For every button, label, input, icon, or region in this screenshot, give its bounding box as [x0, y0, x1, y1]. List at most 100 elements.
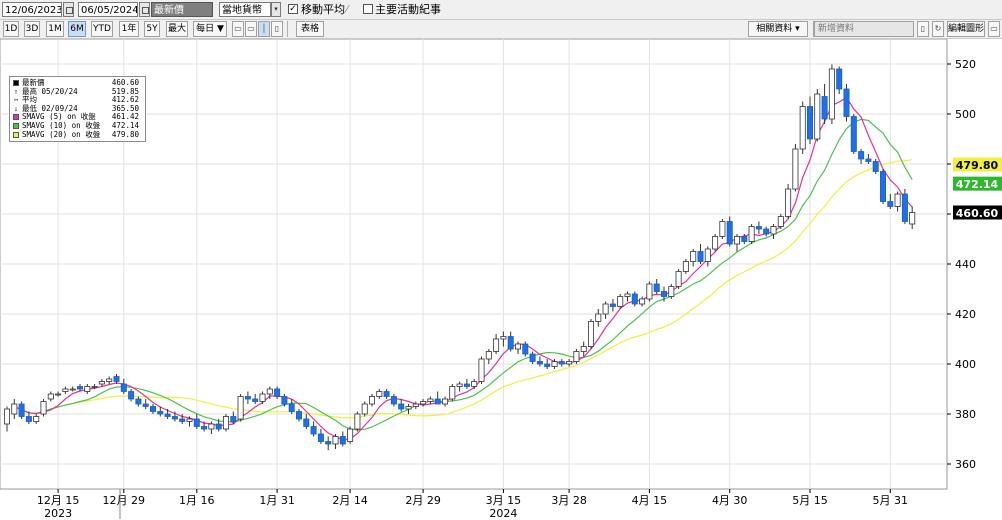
range-1m-button[interactable]: 1M: [46, 21, 64, 37]
down-candle: [317, 433, 324, 442]
field-select[interactable]: 最新價: [151, 2, 213, 17]
down-candle: [661, 291, 668, 297]
down-candle: [434, 398, 441, 405]
up-candle: [332, 436, 339, 445]
down-candle: [529, 353, 536, 362]
range-6m-button[interactable]: 6M: [68, 21, 86, 37]
down-candle: [463, 383, 470, 387]
end-calendar-icon[interactable]: [139, 2, 150, 17]
refresh-icon[interactable]: ↻: [932, 21, 944, 37]
axis-icon[interactable]: ▯: [271, 21, 283, 37]
up-candle: [712, 236, 719, 250]
add-data-field[interactable]: 新增資料: [814, 21, 914, 37]
up-candle: [47, 393, 54, 400]
x-tick-label: 1月 31: [259, 494, 295, 507]
up-candle: [62, 388, 69, 392]
legend-high: ↑ 最高 05/20/24 519.85: [13, 86, 139, 96]
y-tick-label: 440: [955, 258, 976, 271]
up-candle: [412, 403, 419, 407]
range-5y-button[interactable]: 5Y: [144, 21, 160, 37]
frequency-select[interactable]: 每日 ▼: [193, 21, 227, 37]
down-candle: [310, 426, 317, 435]
price-flag: [953, 176, 1002, 191]
up-candle: [551, 361, 558, 367]
up-candle: [91, 386, 98, 388]
up-candle: [704, 248, 711, 262]
up-candle: [84, 386, 91, 392]
table-button[interactable]: 表格: [296, 21, 324, 37]
moving-average-checkbox[interactable]: ✓: [288, 4, 298, 14]
down-candle: [77, 386, 84, 390]
range-max-button[interactable]: 最大: [166, 21, 188, 37]
down-candle: [887, 201, 894, 207]
up-candle: [777, 216, 784, 227]
candle-icon[interactable]: │: [258, 21, 270, 37]
x-tick-label: 2月 14: [332, 494, 368, 507]
price-flag-label: 479.80: [956, 159, 999, 172]
up-candle: [11, 403, 18, 415]
up-candle: [420, 401, 427, 405]
up-candle: [792, 148, 799, 190]
range-1y-button[interactable]: 1年: [119, 21, 139, 37]
settings-icon[interactable]: ▭: [988, 21, 1000, 37]
events-checkbox[interactable]: [363, 4, 373, 14]
up-candle: [368, 396, 375, 405]
chart-style-icon[interactable]: ▭: [245, 21, 257, 37]
up-candle: [405, 406, 412, 410]
legend-last-price: 最新價 460.60: [13, 78, 142, 88]
up-candle: [682, 261, 689, 272]
up-candle: [376, 391, 383, 397]
x-tick-label: 1月 16: [179, 494, 215, 507]
end-date-field[interactable]: 06/05/2024: [78, 2, 138, 17]
down-candle: [383, 391, 390, 397]
up-candle: [799, 106, 806, 150]
down-candle: [339, 436, 346, 445]
sma5-line: [14, 96, 913, 441]
up-candle: [602, 303, 609, 315]
up-candle: [33, 416, 40, 422]
down-candle: [653, 283, 660, 292]
down-candle: [164, 413, 171, 417]
down-candle: [157, 411, 164, 415]
y-tick-label: 420: [955, 308, 976, 321]
currency-dropdown-icon[interactable]: ▾: [271, 2, 281, 17]
legend-sma20: SMAVG (20) on 收盤 479.80: [13, 130, 142, 140]
up-candle: [456, 383, 463, 387]
start-calendar-icon[interactable]: [63, 2, 74, 17]
up-candle: [566, 361, 573, 365]
y-tick-label: 380: [955, 408, 976, 421]
range-ytd-button[interactable]: YTD: [91, 21, 113, 37]
down-candle: [901, 193, 908, 222]
down-candle: [171, 416, 178, 420]
up-candle: [690, 251, 697, 262]
related-data-button[interactable]: 相關資料 ▾: [748, 21, 808, 37]
up-candle: [719, 221, 726, 237]
down-candle: [850, 116, 857, 152]
up-candle: [69, 388, 76, 391]
down-candle: [281, 396, 288, 405]
down-candle: [858, 151, 865, 160]
pencil-icon[interactable]: ⁄: [346, 3, 348, 16]
y-tick-label: 500: [955, 108, 976, 121]
down-candle: [544, 363, 551, 367]
range-3d-button[interactable]: 3D: [24, 21, 40, 37]
down-candle: [631, 293, 638, 305]
toolbar-top: 12/06/2023 06/05/2024 最新價 當地貨幣 ▾ ✓ 移動平均 …: [0, 0, 1002, 20]
down-candle: [558, 361, 565, 365]
pink-square-icon: [13, 114, 19, 121]
sma10-line: [14, 118, 913, 431]
down-candle: [230, 416, 237, 422]
currency-select[interactable]: 當地貨幣: [219, 2, 271, 17]
average-icon: ↔: [13, 95, 19, 105]
expand-icon[interactable]: ▯: [917, 21, 929, 37]
range-1d-button[interactable]: 1D: [3, 21, 19, 37]
up-candle: [98, 381, 105, 385]
down-candle: [741, 236, 748, 242]
chart-type-icon[interactable]: ▭: [232, 21, 244, 37]
legend-average: ↔ 平均 412.62: [13, 95, 139, 105]
start-date-field[interactable]: 12/06/2023: [2, 2, 62, 17]
edit-chart-button[interactable]: 編輯圖形: [947, 21, 985, 37]
black-square-icon: [13, 80, 19, 86]
x-tick-label: 3月 15: [486, 494, 522, 507]
